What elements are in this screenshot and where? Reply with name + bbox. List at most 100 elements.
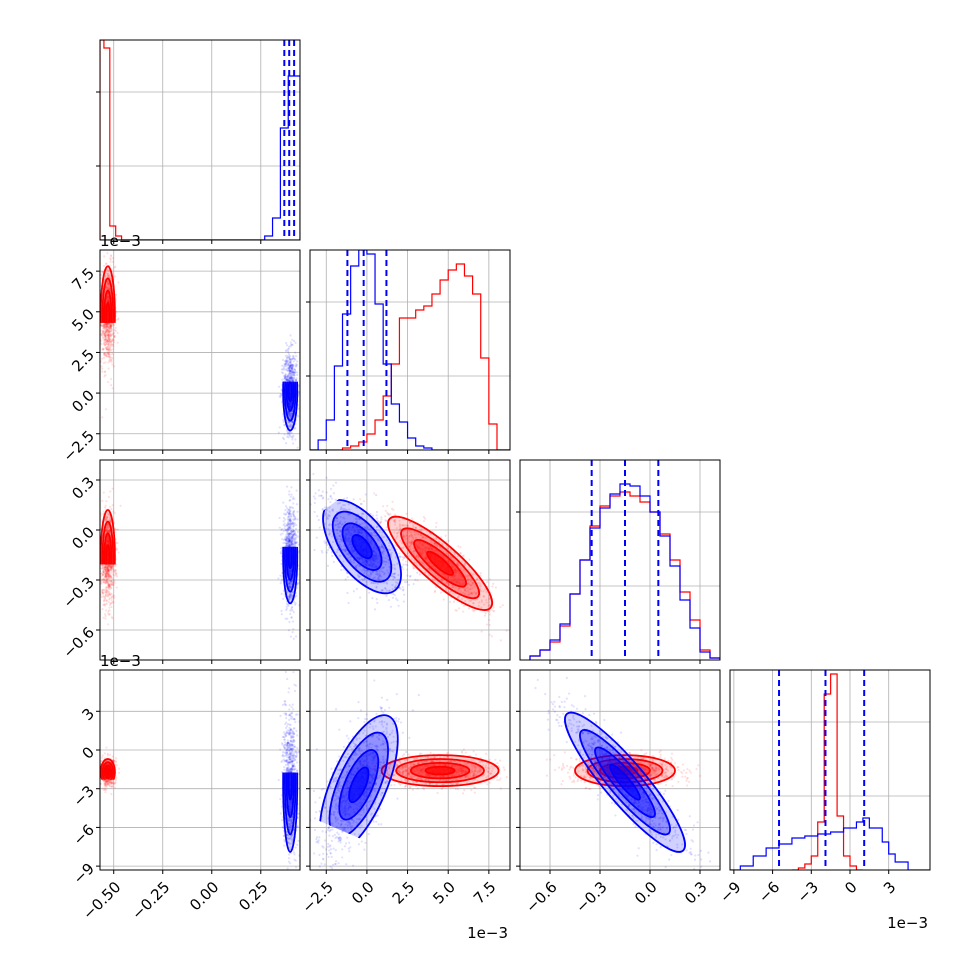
scatter-point	[104, 567, 107, 570]
scatter-point	[115, 572, 118, 575]
scatter-point	[288, 367, 291, 370]
scatter-point	[113, 275, 117, 278]
scatter-point	[288, 406, 291, 409]
scatter-point	[104, 338, 107, 341]
scatter-point	[111, 363, 114, 366]
scatter-point	[282, 516, 285, 520]
scatter-point	[102, 577, 105, 580]
scatter-point	[101, 370, 104, 373]
scatter-point	[346, 575, 349, 579]
scatter-point	[111, 564, 114, 568]
scatter-point	[107, 300, 111, 303]
scatter-point	[107, 337, 110, 340]
scatter-point	[107, 568, 110, 571]
scatter-point	[107, 334, 110, 338]
scatter-point	[288, 366, 292, 369]
scatter-point	[288, 490, 291, 493]
scatter-point	[294, 544, 297, 548]
scatter-point	[375, 493, 378, 497]
scatter-point	[107, 327, 111, 330]
scatter-point	[107, 330, 110, 333]
scatter-point	[292, 339, 296, 343]
scatter-point	[104, 572, 107, 576]
scatter-point	[291, 371, 294, 374]
scatter-point	[105, 341, 108, 344]
scatter-point	[104, 335, 107, 339]
scatter-point	[108, 332, 111, 335]
scatter-point	[293, 374, 296, 377]
scatter-point	[281, 436, 285, 439]
scatter-point	[103, 353, 106, 356]
scatter-point	[100, 270, 104, 273]
scatter-point	[111, 338, 114, 341]
scatter-point	[284, 354, 287, 357]
scatter-point	[109, 574, 112, 577]
scatter-point	[107, 355, 110, 358]
scatter-point	[105, 342, 108, 346]
scatter-point	[104, 262, 108, 266]
scatter-point	[291, 338, 294, 341]
scatter-point	[111, 595, 114, 598]
scatter-point	[284, 377, 287, 381]
scatter-point	[284, 365, 287, 368]
scatter-point	[331, 554, 334, 557]
scatter-point	[291, 364, 295, 367]
scatter-point	[109, 567, 112, 571]
scatter-point	[110, 567, 113, 570]
scatter-point	[105, 262, 108, 265]
scatter-point	[294, 355, 298, 358]
scatter-point	[108, 565, 111, 568]
scatter-point	[103, 333, 106, 336]
scatter-point	[107, 570, 110, 573]
scatter-point	[106, 295, 109, 298]
scatter-point	[105, 347, 108, 350]
scatter-point	[285, 344, 289, 347]
scatter-point	[291, 355, 295, 358]
scatter-point	[107, 322, 110, 325]
scatter-point	[102, 594, 105, 598]
scatter-point	[375, 517, 379, 520]
scatter-point	[112, 345, 115, 348]
scatter-point	[287, 402, 291, 405]
scatter-point	[288, 498, 292, 502]
scatter-point	[106, 575, 109, 578]
scatter-point	[106, 523, 109, 526]
scatter-point	[103, 332, 107, 335]
scatter-point	[102, 325, 106, 328]
scatter-point	[462, 604, 465, 607]
scatter-point	[288, 377, 291, 380]
scatter-point	[295, 379, 298, 382]
scatter-point	[103, 579, 106, 582]
scatter-point	[286, 379, 289, 382]
scatter-point	[107, 348, 110, 351]
scatter-point	[109, 592, 112, 595]
scatter-point	[288, 369, 291, 372]
scatter-point	[112, 339, 116, 342]
scatter-point	[292, 357, 295, 360]
scatter-point	[285, 602, 289, 606]
scatter-point	[289, 376, 292, 379]
scatter-point	[293, 364, 296, 367]
scatter-point	[287, 379, 291, 382]
scatter-point	[289, 413, 292, 416]
scatter-point	[488, 578, 491, 581]
scatter-point	[92, 302, 94, 304]
y-tick-label: 7.5	[68, 264, 98, 294]
scatter-point	[111, 601, 114, 604]
scatter-point	[287, 376, 290, 379]
scatter-point	[287, 425, 290, 428]
scatter-point	[285, 356, 288, 359]
scatter-point	[107, 529, 110, 532]
scatter-point	[294, 365, 297, 368]
panel-2-0: −0.6−0.30.00.3	[60, 459, 301, 664]
scatter-point	[108, 575, 111, 578]
scatter-point	[108, 530, 111, 533]
scatter-point	[288, 520, 291, 523]
scatter-point	[105, 574, 108, 578]
scatter-point	[105, 346, 108, 349]
scatter-point	[290, 376, 293, 380]
scatter-point	[101, 564, 104, 567]
scatter-point	[106, 322, 109, 325]
scatter-point	[110, 568, 113, 571]
scatter-point	[287, 348, 290, 351]
